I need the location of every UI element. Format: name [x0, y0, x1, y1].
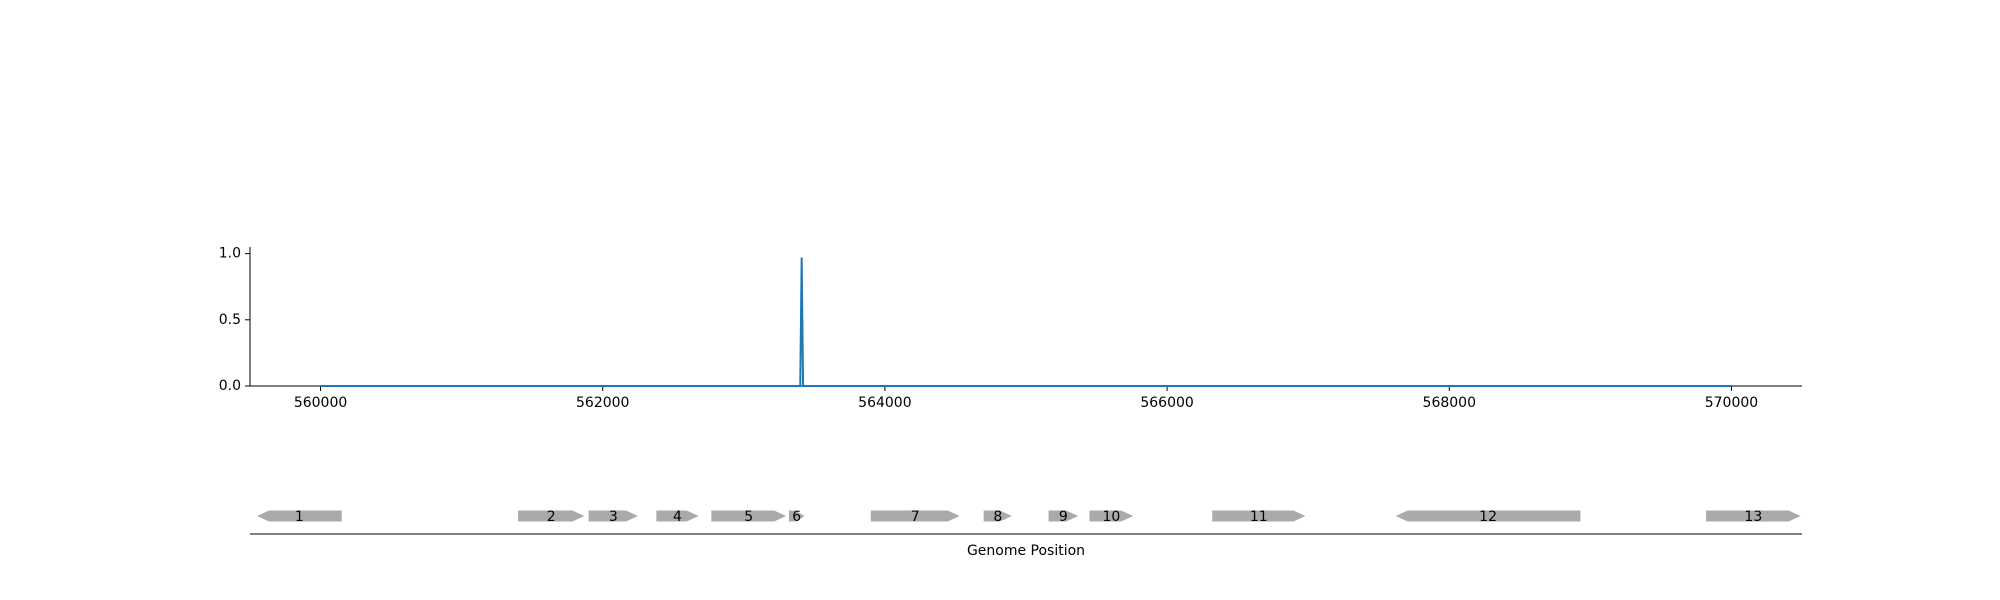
- gene-label: 7: [911, 509, 920, 525]
- gene-arrow-5: [711, 510, 787, 522]
- x-tick-label: 570000: [1705, 395, 1758, 411]
- x-tick-label: 564000: [858, 395, 911, 411]
- y-tick-label: 1.0: [219, 246, 241, 262]
- gene-arrow-6: [788, 510, 805, 522]
- gene-label: 3: [609, 509, 618, 525]
- x-tick-label: 566000: [1140, 395, 1193, 411]
- gene-arrow-12: [1395, 510, 1581, 522]
- gene-label: 9: [1059, 509, 1068, 525]
- x-tick-label: 568000: [1423, 395, 1476, 411]
- gene-label: 12: [1479, 509, 1497, 525]
- gene-arrow-2: [518, 510, 585, 522]
- gene-arrow-1: [257, 510, 342, 522]
- gene-arrow-4: [656, 510, 699, 522]
- gene-track: 1 2 3 4 5 6 7 8 9 10 11 12 13 Genome Position: [250, 509, 1802, 559]
- gene-arrow-8: [983, 510, 1012, 522]
- y-tick-label: 0.5: [219, 312, 241, 328]
- gene-label: 10: [1102, 509, 1120, 525]
- gene-label: 8: [993, 509, 1002, 525]
- gene-label: 4: [673, 509, 682, 525]
- gene-label: 6: [792, 509, 801, 525]
- gene-arrow-7: [870, 510, 960, 522]
- series-layer: [320, 257, 1732, 387]
- coverage-series-line: [320, 257, 1732, 387]
- gene-label: 5: [744, 509, 753, 525]
- x-tick-label: 560000: [294, 395, 347, 411]
- x-ticks: 560000 562000 564000 566000 568000 570000: [294, 386, 1758, 411]
- gene-label: 11: [1250, 509, 1268, 525]
- gene-label: 2: [547, 509, 556, 525]
- gene-label: 13: [1744, 509, 1762, 525]
- x-tick-label: 562000: [576, 395, 629, 411]
- coverage-plot: 0.0 0.5 1.0 560000 562000 564000 566000 568000…: [219, 246, 1802, 411]
- gene-arrow-10: [1089, 510, 1134, 522]
- x-axis-title: Genome Position: [967, 543, 1085, 559]
- genes-layer: 1 2 3 4 5 6 7 8 9 10 11 12 13: [257, 509, 1801, 525]
- gene-arrow-9: [1048, 510, 1079, 522]
- y-ticks: 0.0 0.5 1.0: [219, 246, 250, 394]
- gene-arrow-13: [1706, 510, 1801, 522]
- gene-label: 1: [295, 509, 304, 525]
- y-tick-label: 0.0: [219, 378, 241, 394]
- gene-arrow-11: [1212, 510, 1306, 522]
- gene-arrow-3: [588, 510, 638, 522]
